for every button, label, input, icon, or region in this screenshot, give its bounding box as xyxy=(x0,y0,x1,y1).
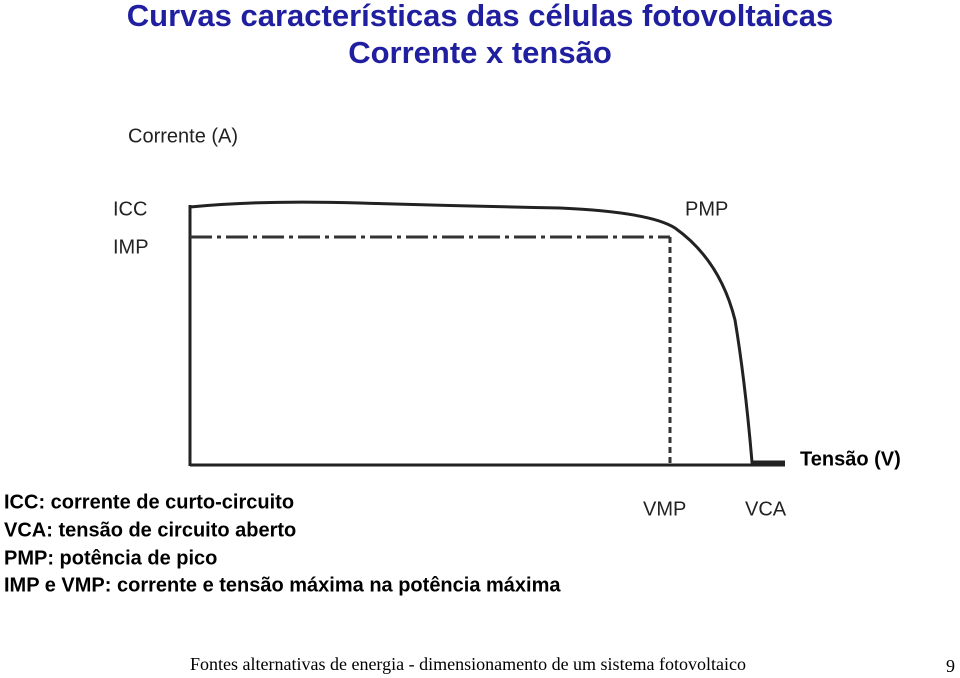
pmp-label: PMP xyxy=(685,198,728,220)
legend-line: IMP e VMP: corrente e tensão máxima na p… xyxy=(4,574,561,596)
page-number: 9 xyxy=(946,656,955,676)
vca-label: VCA xyxy=(745,498,787,520)
iv-diagram: Corrente (A) ICC IMP PMP VMP VCA Tensão … xyxy=(113,125,901,520)
title-line: Corrente x tensão xyxy=(348,35,612,70)
iv-curve xyxy=(189,200,785,464)
legend-line: ICC: corrente de curto-circuito xyxy=(4,491,294,513)
vmp-label: VMP xyxy=(643,498,686,520)
y-axis-label: Corrente (A) xyxy=(128,125,238,147)
title-line: Curvas características das células fotov… xyxy=(127,0,833,33)
imp-label: IMP xyxy=(113,236,149,258)
x-axis-label: Tensão (V) xyxy=(800,448,901,470)
icc-label: ICC xyxy=(113,198,147,220)
legend-line: VCA: tensão de circuito aberto xyxy=(4,519,296,541)
footer-text: Fontes alternativas de energia - dimensi… xyxy=(190,654,746,674)
legend-line: PMP: potência de pico xyxy=(4,547,217,569)
